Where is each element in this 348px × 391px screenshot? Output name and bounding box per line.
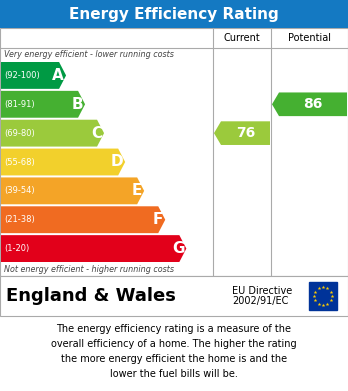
Bar bbox=[0, 276, 348, 316]
Polygon shape bbox=[1, 62, 66, 89]
Text: (1-20): (1-20) bbox=[4, 244, 29, 253]
Text: Current: Current bbox=[224, 33, 260, 43]
Text: Not energy efficient - higher running costs: Not energy efficient - higher running co… bbox=[4, 265, 174, 274]
Text: EU Directive: EU Directive bbox=[232, 286, 292, 296]
Text: Very energy efficient - lower running costs: Very energy efficient - lower running co… bbox=[4, 50, 174, 59]
Text: A: A bbox=[52, 68, 64, 83]
Text: 2002/91/EC: 2002/91/EC bbox=[232, 296, 288, 306]
Text: (92-100): (92-100) bbox=[4, 71, 40, 80]
Bar bbox=[0, 0, 348, 28]
Polygon shape bbox=[1, 235, 186, 262]
Text: C: C bbox=[91, 126, 102, 141]
Text: (21-38): (21-38) bbox=[4, 215, 35, 224]
Text: B: B bbox=[71, 97, 83, 112]
Polygon shape bbox=[1, 120, 104, 147]
Polygon shape bbox=[1, 178, 144, 204]
Polygon shape bbox=[1, 149, 125, 176]
Text: England & Wales: England & Wales bbox=[6, 287, 176, 305]
Text: (81-91): (81-91) bbox=[4, 100, 34, 109]
Text: Energy Efficiency Rating: Energy Efficiency Rating bbox=[69, 7, 279, 22]
Text: D: D bbox=[111, 154, 123, 170]
Bar bbox=[309, 282, 337, 310]
Text: The energy efficiency rating is a measure of the
overall efficiency of a home. T: The energy efficiency rating is a measur… bbox=[51, 324, 297, 379]
Polygon shape bbox=[1, 91, 85, 118]
Text: E: E bbox=[132, 183, 142, 198]
Text: G: G bbox=[172, 241, 184, 256]
Bar bbox=[0, 28, 348, 276]
Text: F: F bbox=[153, 212, 163, 227]
Text: 76: 76 bbox=[236, 126, 255, 140]
Polygon shape bbox=[214, 121, 270, 145]
Polygon shape bbox=[272, 92, 347, 116]
Text: (39-54): (39-54) bbox=[4, 187, 34, 196]
Text: (55-68): (55-68) bbox=[4, 158, 35, 167]
Text: 86: 86 bbox=[303, 97, 323, 111]
Text: Potential: Potential bbox=[288, 33, 331, 43]
Text: (69-80): (69-80) bbox=[4, 129, 35, 138]
Polygon shape bbox=[1, 206, 165, 233]
